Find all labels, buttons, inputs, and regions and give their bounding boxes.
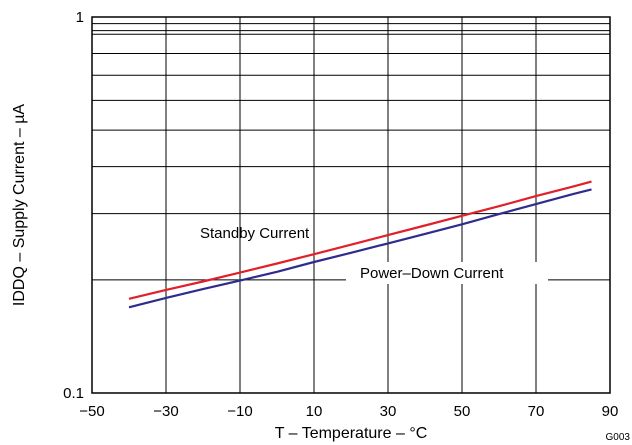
y-axis-title: IDDQ – Supply Current – µA [11,104,28,307]
series-group [128,180,592,309]
x-tick-label: 90 [602,403,619,420]
x-tick-label: −30 [153,403,178,420]
annotation-standby-current: Standby Current [200,225,310,242]
series-line-power-down-current [128,188,592,309]
x-tick-label: 50 [454,403,471,420]
y-tick-label: 1 [76,9,84,26]
plot-frame [91,16,611,394]
annotation-power-down-current: Power–Down Current [360,265,504,282]
x-tick-label: 10 [306,403,323,420]
y-tick-label: 0.1 [63,385,84,402]
x-axis-ticks: −50 −30 −10 10 30 50 70 90 [79,403,618,420]
y-axis-ticks: 0.11 [63,9,84,402]
x-axis-title: T – Temperature – °C [275,425,428,442]
x-tick-label: −10 [227,403,252,420]
x-tick-label: 30 [380,403,397,420]
figure-id: G003 [606,432,631,443]
annotation-background [346,262,548,284]
annotation-backgrounds [346,262,548,284]
x-tick-label: −50 [79,403,104,420]
x-tick-label: 70 [528,403,545,420]
series-line-standby-current [128,180,592,300]
grid [92,17,610,393]
